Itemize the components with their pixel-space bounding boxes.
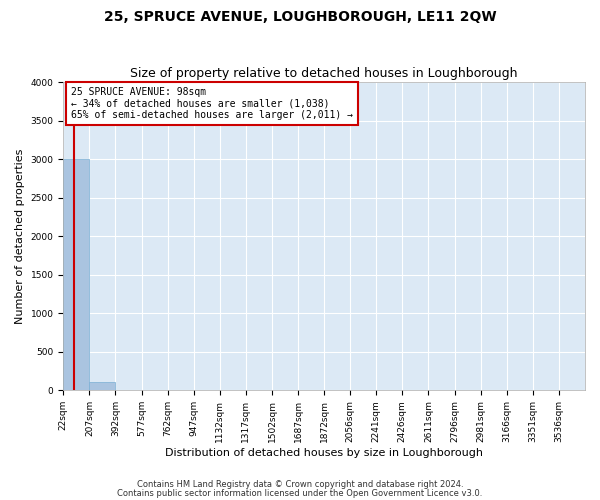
Text: Contains HM Land Registry data © Crown copyright and database right 2024.: Contains HM Land Registry data © Crown c… bbox=[137, 480, 463, 489]
Bar bbox=[63, 159, 89, 390]
Text: 25, SPRUCE AVENUE, LOUGHBOROUGH, LE11 2QW: 25, SPRUCE AVENUE, LOUGHBOROUGH, LE11 2Q… bbox=[104, 10, 496, 24]
Text: 25 SPRUCE AVENUE: 98sqm
← 34% of detached houses are smaller (1,038)
65% of semi: 25 SPRUCE AVENUE: 98sqm ← 34% of detache… bbox=[71, 86, 353, 120]
Title: Size of property relative to detached houses in Loughborough: Size of property relative to detached ho… bbox=[130, 66, 518, 80]
Y-axis label: Number of detached properties: Number of detached properties bbox=[15, 148, 25, 324]
Text: Contains public sector information licensed under the Open Government Licence v3: Contains public sector information licen… bbox=[118, 488, 482, 498]
Bar bbox=[89, 382, 115, 390]
X-axis label: Distribution of detached houses by size in Loughborough: Distribution of detached houses by size … bbox=[165, 448, 483, 458]
